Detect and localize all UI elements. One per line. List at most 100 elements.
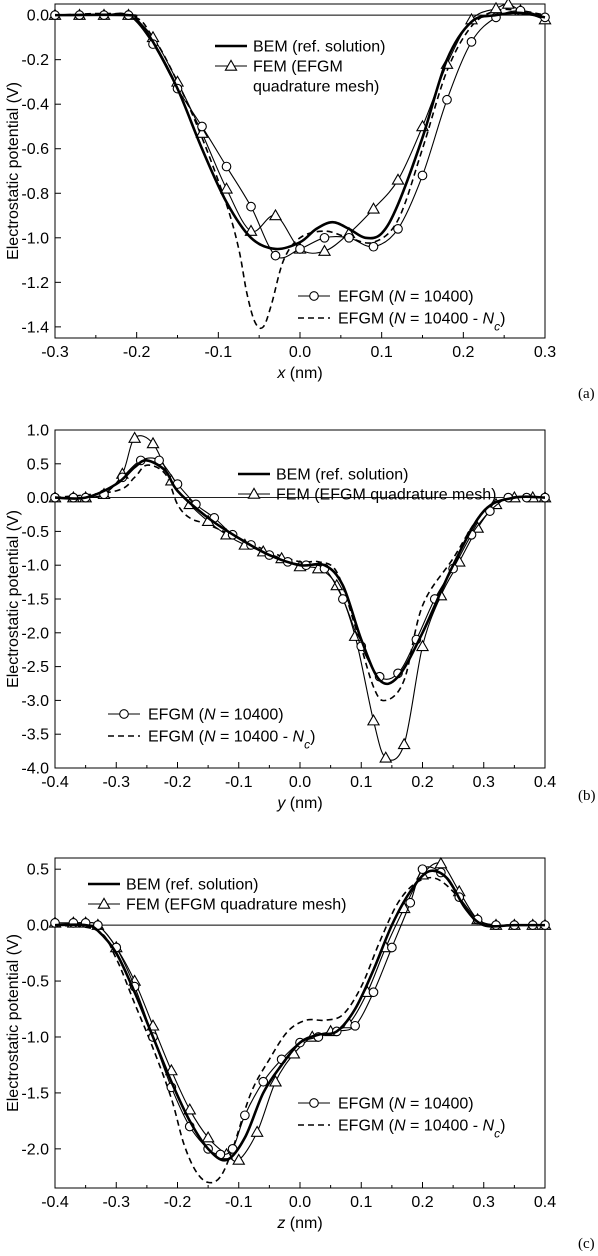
y-tick-label: -1.5 (21, 1085, 49, 1102)
y-tick-label: -1.0 (21, 1029, 49, 1046)
x-tick-label: -0.3 (102, 1194, 130, 1211)
point-efgm (240, 1110, 250, 1121)
point-efgm (368, 987, 379, 998)
point-fem (268, 1075, 283, 1087)
point-efgm (350, 1020, 360, 1031)
x-tick-label: 0.1 (371, 344, 393, 361)
x-tick-label: -0.1 (205, 344, 233, 361)
point-fem (366, 202, 381, 214)
y-tick-label: -2.0 (21, 625, 49, 642)
y-tick-label: -4.0 (21, 761, 49, 778)
legend-label-efgmc: EFGM (N = 10400 - Nc) (148, 729, 315, 752)
y-tick-label: 0.0 (27, 918, 49, 935)
point-efgm (221, 161, 232, 172)
point-efgm (405, 897, 416, 908)
series-efgmc (54, 8, 546, 330)
point-fem (250, 1125, 264, 1137)
y-tick-label: -3.0 (21, 693, 49, 710)
panel-tag: (c) (578, 1236, 595, 1252)
efgm-legend-marker (309, 291, 319, 301)
x-tick-label: 0.0 (289, 344, 311, 361)
panel-tag: (a) (578, 386, 595, 402)
point-fem (330, 578, 344, 591)
point-efgm (368, 241, 379, 252)
point-efgm (295, 244, 305, 254)
x-tick-label: 0.2 (411, 774, 433, 791)
point-efgm (258, 1076, 269, 1087)
series-efgmc (54, 464, 546, 702)
y-tick-label: -0.5 (21, 524, 49, 541)
x-tick-label: 0.4 (534, 774, 556, 791)
x-tick-label: -0.2 (164, 774, 192, 791)
y-tick-label: -2.5 (21, 659, 49, 676)
y-tick-label: -2.0 (21, 1141, 49, 1158)
x-tick-label: -0.2 (123, 344, 151, 361)
point-fem (232, 1153, 246, 1165)
y-tick-label: -0.4 (21, 97, 49, 114)
legend-label-bem: BEM (ref. solution) (276, 467, 408, 484)
point-fem (268, 208, 283, 221)
x-tick-label: 0.2 (452, 344, 474, 361)
y-tick-label: 0.0 (27, 8, 49, 25)
fem-legend-marker (247, 487, 261, 499)
point-fem (317, 244, 332, 256)
series-efgmc (54, 876, 545, 1184)
x-tick-label: 0.1 (350, 774, 372, 791)
y-tick-label: -1.5 (21, 592, 49, 609)
y-tick-label: 0.0 (27, 490, 49, 507)
x-axis-label: y (nm) (276, 795, 322, 812)
fem-legend-marker (97, 897, 111, 909)
point-fem (146, 436, 160, 449)
x-tick-label: -0.4 (41, 1194, 69, 1211)
x-axis-label: z (nm) (276, 1215, 322, 1232)
efgm-legend-marker (119, 709, 129, 719)
point-fem (183, 1102, 197, 1115)
x-tick-label: -0.1 (225, 774, 253, 791)
legend-label-efgm: EFGM (N = 10400) (338, 289, 474, 306)
point-fem (397, 737, 411, 750)
series-bem (54, 869, 545, 1162)
y-tick-label: -0.6 (21, 141, 49, 158)
x-tick-label: -0.4 (41, 774, 69, 791)
point-fem (415, 639, 430, 652)
point-fem (366, 713, 381, 726)
x-tick-label: 0.3 (534, 344, 556, 361)
point-fem (391, 173, 405, 185)
point-efgm (246, 201, 256, 212)
x-tick-label: 0.3 (473, 774, 495, 791)
x-axis-label: x (nm) (276, 365, 322, 382)
legend-label-efgmc: EFGM (N = 10400 - Nc) (338, 311, 505, 334)
legend-label-bem: BEM (ref. solution) (126, 877, 258, 894)
point-efgm (466, 37, 477, 47)
chart-panel-c: -0.4 -0.3 -0.2 -0.1 0.0 0.1 0.2 0.3 0.4 0.5 0.0 -0.… (5, 856, 595, 1252)
x-tick-label: 0.4 (534, 1194, 556, 1211)
x-tick-label: -0.2 (164, 1194, 192, 1211)
x-tick-label: -0.3 (102, 774, 130, 791)
legend-label-bem: BEM (ref. solution) (253, 39, 385, 56)
point-fem (195, 126, 209, 138)
chart-panel-b: -0.4 -0.3 -0.2 -0.1 0.0 0.1 0.2 0.3 0.4 1.0 0.5 0.0… (5, 423, 596, 813)
x-tick-label: 0.3 (473, 1194, 495, 1211)
x-tick-label: 0.0 (289, 1194, 311, 1211)
x-tick-label: 0.2 (411, 1194, 433, 1211)
point-efgm (417, 170, 428, 181)
y-tick-label: -0.5 (21, 974, 49, 991)
y-tick-label: -1.2 (21, 275, 49, 292)
x-tick-label: -0.1 (225, 1194, 253, 1211)
point-efgm (417, 864, 428, 875)
legend-label-fem: FEM (EFGM quadrature mesh) (126, 897, 347, 914)
x-tick-label: 0.1 (350, 1194, 372, 1211)
point-fem (128, 431, 142, 443)
legend-label-efgmc: EFGM (N = 10400 - Nc) (338, 1118, 505, 1141)
point-efgm (393, 224, 403, 234)
panel-tag: (b) (578, 788, 596, 804)
y-tick-label: -1.0 (21, 230, 49, 247)
y-axis-label: Electrostatic potential (V) (5, 82, 22, 260)
y-tick-label: -1.4 (21, 319, 49, 336)
legend-label-efgm: EFGM (N = 10400) (148, 707, 284, 724)
y-tick-label: 0.5 (27, 456, 49, 473)
y-tick-label: -0.8 (21, 186, 49, 203)
x-tick-label: -0.3 (41, 344, 69, 361)
y-axis-label: Electrostatic potential (V) (5, 934, 22, 1112)
